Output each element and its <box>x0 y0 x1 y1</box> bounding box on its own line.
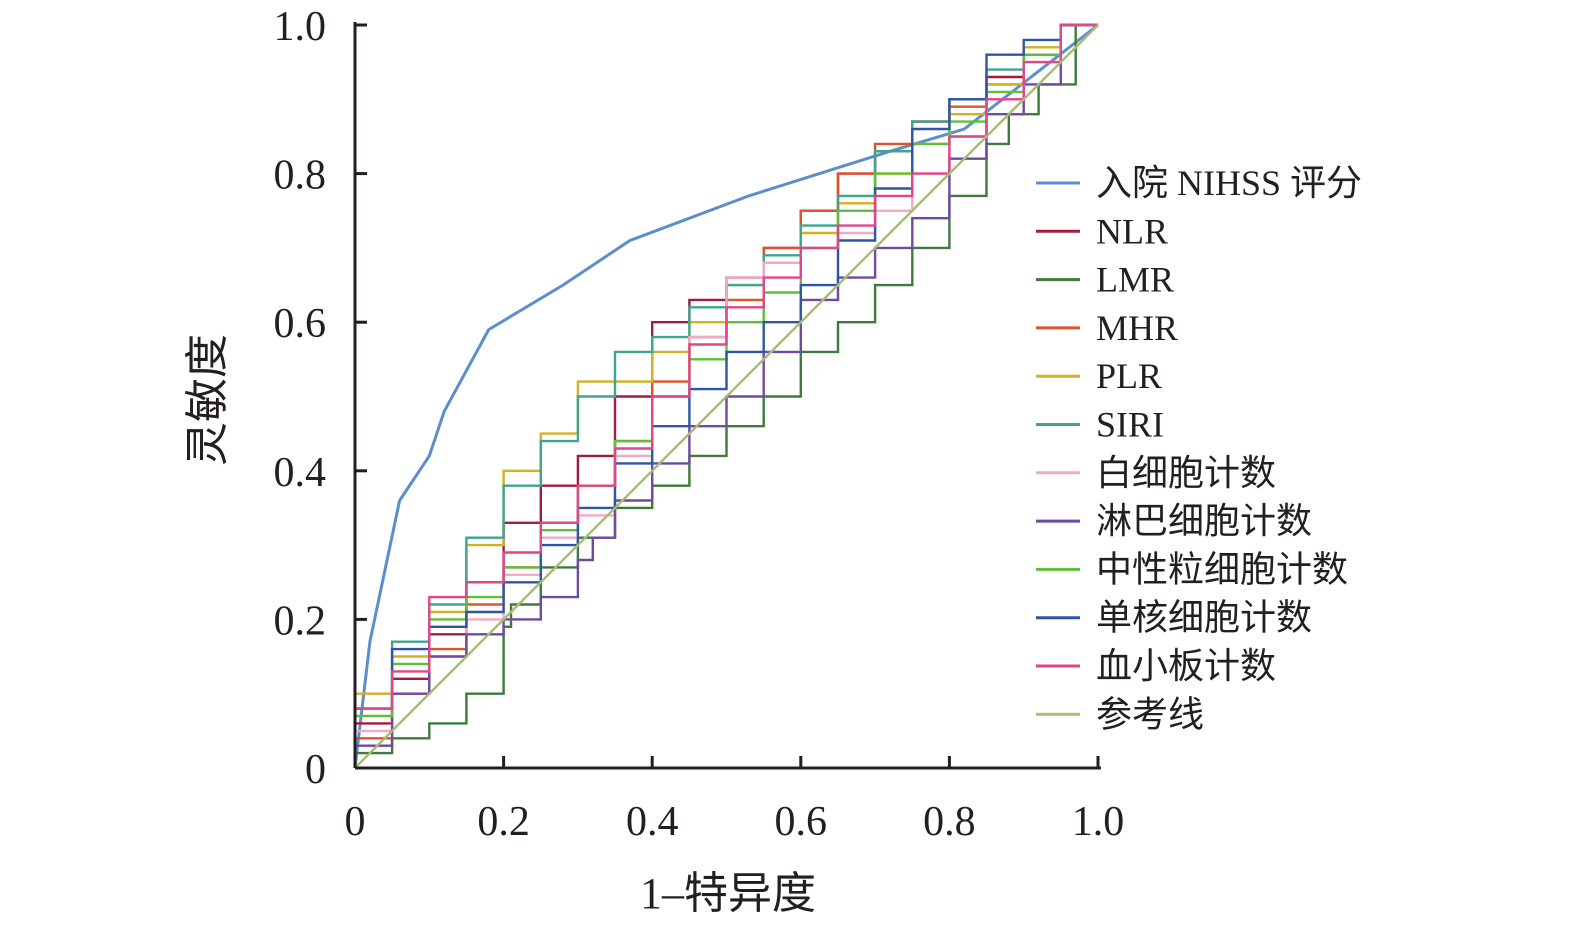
legend-item: 中性粒细胞计数 <box>1036 549 1348 589</box>
y-tick-label: 1.0 <box>274 4 327 50</box>
legend-item: PLR <box>1036 356 1162 396</box>
legend-item: 单核细胞计数 <box>1036 598 1312 638</box>
legend-item: NLR <box>1036 211 1168 251</box>
legend-label: 中性粒细胞计数 <box>1096 549 1348 589</box>
legend-item: MHR <box>1036 308 1178 348</box>
legend-label: 入院 NIHSS 评分 <box>1096 163 1362 203</box>
x-tick-label: 0.8 <box>923 799 976 845</box>
y-tick-label: 0.8 <box>274 153 327 199</box>
series-line-0 <box>353 23 1099 769</box>
legend-label: 淋巴细胞计数 <box>1096 501 1312 541</box>
series-line-11 <box>354 24 1099 769</box>
legend-label: MHR <box>1096 308 1178 348</box>
series-line-9 <box>353 23 1098 768</box>
y-tick-label: 0.4 <box>274 450 327 496</box>
legend-label: LMR <box>1096 260 1174 300</box>
y-axis-label: 灵敏度 <box>183 334 232 466</box>
y-tick-label: 0.6 <box>274 301 327 347</box>
legend-label: PLR <box>1096 356 1162 396</box>
x-axis-label: 1–特异度 <box>640 869 816 918</box>
x-tick-label: 0.2 <box>477 799 530 845</box>
legend-label: 参考线 <box>1096 694 1204 734</box>
legend-item: LMR <box>1036 260 1174 300</box>
legend: 入院 NIHSS 评分 NLR LMR MHR PLR SIRI 白细胞计数淋巴细胞计数中性… <box>1036 163 1362 734</box>
legend-item: 白细胞计数 <box>1036 453 1276 493</box>
legend-item: SIRI <box>1036 405 1164 445</box>
series-line-10 <box>353 23 1098 768</box>
legend-item: 参考线 <box>1036 694 1204 734</box>
legend-label: SIRI <box>1096 405 1164 445</box>
legend-label: NLR <box>1096 211 1168 251</box>
legend-label: 单核细胞计数 <box>1096 598 1312 638</box>
axes <box>353 22 1101 770</box>
legend-item: 淋巴细胞计数 <box>1036 501 1312 541</box>
ticks: 0 0.2 0.4 0.6 0.8 1.0 0 0.2 0.4 0.6 0.8 1.0 <box>274 4 1125 845</box>
series-line-2 <box>353 23 1098 768</box>
x-tick-label: 0.6 <box>775 799 828 845</box>
legend-item: 入院 NIHSS 评分 <box>1036 163 1362 203</box>
legend-item: 血小板计数 <box>1036 646 1276 686</box>
y-tick-label: 0.2 <box>274 598 327 644</box>
x-tick-label: 0.4 <box>626 799 679 845</box>
series-layer <box>353 23 1099 769</box>
x-tick-label: 1.0 <box>1072 799 1125 845</box>
legend-label: 血小板计数 <box>1096 646 1276 686</box>
legend-label: 白细胞计数 <box>1096 453 1276 493</box>
y-tick-label: 0 <box>305 747 326 793</box>
x-tick-label: 0 <box>345 799 366 845</box>
